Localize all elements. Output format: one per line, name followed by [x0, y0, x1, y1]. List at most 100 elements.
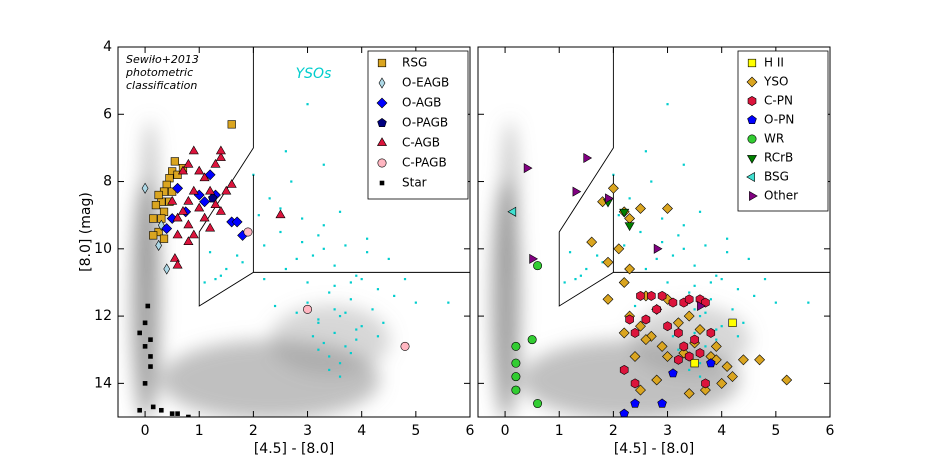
- point: [199, 212, 210, 222]
- point: [657, 398, 667, 408]
- yso-dot: [317, 234, 320, 237]
- point: [523, 163, 533, 174]
- point: [154, 190, 163, 200]
- point: [662, 203, 673, 214]
- point: [243, 227, 253, 237]
- yso-dot: [644, 150, 647, 153]
- point: [624, 263, 636, 275]
- point: [533, 261, 543, 271]
- point: [215, 152, 226, 161]
- yso-dot: [447, 301, 450, 304]
- point: [618, 277, 630, 288]
- point: [605, 193, 614, 204]
- legend-marker: [747, 134, 757, 144]
- yso-dot: [414, 301, 417, 304]
- yso-dot: [693, 308, 696, 311]
- legend-label: O-AGB: [402, 96, 441, 110]
- point: [161, 223, 173, 235]
- legend-label: O-EAGB: [402, 76, 449, 90]
- boundary-line: [558, 47, 830, 307]
- axes-frame: [477, 46, 831, 418]
- point: [672, 317, 684, 329]
- point: [149, 231, 158, 240]
- yso-dot: [349, 281, 352, 284]
- panel: [137, 47, 470, 417]
- yso-dot: [311, 335, 315, 338]
- yso-dot: [742, 321, 745, 324]
- yso-dot: [322, 247, 325, 250]
- point: [679, 341, 689, 352]
- yso-dot: [236, 254, 239, 257]
- point: [231, 216, 243, 228]
- point: [781, 374, 793, 386]
- yso-dot: [709, 281, 712, 284]
- point: [173, 170, 182, 179]
- point: [226, 179, 237, 188]
- x-tick-label: 6: [826, 423, 835, 439]
- x-tick-label: 1: [555, 423, 564, 439]
- point: [602, 293, 614, 305]
- x-tick-label: 4: [717, 423, 726, 439]
- yso-dot: [376, 335, 380, 338]
- point: [651, 374, 663, 386]
- yso-dot: [720, 277, 723, 281]
- yso-dot: [214, 277, 217, 281]
- region-label: YSOs: [296, 66, 332, 82]
- yso-dot: [736, 288, 740, 291]
- legend-marker: [377, 158, 387, 168]
- yso-dot: [655, 257, 658, 261]
- point: [533, 399, 543, 409]
- y-tick-label: 6: [103, 106, 112, 122]
- yso-dot: [661, 240, 664, 244]
- yso-dot: [225, 267, 228, 271]
- legend-marker: [376, 97, 388, 109]
- point: [188, 145, 199, 155]
- point: [188, 185, 199, 195]
- yso-dot: [623, 244, 626, 247]
- yso-dot: [666, 103, 669, 106]
- point: [275, 209, 286, 219]
- yso-dot: [279, 207, 282, 210]
- axes-frame: [117, 46, 471, 418]
- point: [303, 304, 313, 314]
- yso-dot: [366, 251, 369, 254]
- point: [150, 404, 156, 410]
- yso-dot: [371, 308, 374, 311]
- point: [652, 304, 662, 315]
- x-tick-label: 6: [466, 423, 475, 439]
- point: [690, 359, 699, 368]
- yso-dot: [284, 267, 287, 271]
- yso-dot: [279, 230, 282, 234]
- yso-dot: [333, 331, 336, 335]
- point: [683, 388, 695, 399]
- yso-dot: [715, 328, 718, 331]
- point: [710, 340, 722, 352]
- point: [695, 348, 705, 359]
- point: [400, 341, 410, 351]
- yso-dot: [671, 254, 675, 257]
- yso-dot: [376, 288, 380, 291]
- point: [511, 341, 521, 351]
- point: [684, 351, 694, 362]
- yso-dot: [726, 251, 729, 254]
- yso-dot: [736, 335, 740, 338]
- point: [169, 253, 180, 262]
- yso-dot: [344, 345, 347, 348]
- legend-label: H II: [764, 56, 784, 70]
- yso-dot: [322, 224, 325, 227]
- point: [657, 290, 667, 301]
- yso-dot: [393, 294, 396, 298]
- legend-label: RCrB: [764, 151, 793, 165]
- point: [163, 263, 171, 275]
- point: [141, 182, 149, 194]
- yso-dot: [322, 341, 325, 345]
- point: [210, 199, 221, 208]
- legend-label: Star: [402, 176, 427, 190]
- legend: RSG O-EAGB O-AGB O-PAGB C-AGB C-PAGB Star: [367, 50, 469, 200]
- yso-dot: [688, 291, 691, 294]
- yso-dot: [682, 247, 685, 250]
- legend-label: O-PAGB: [402, 116, 448, 130]
- point: [619, 364, 629, 375]
- yso-dot: [688, 368, 691, 372]
- yso-dot: [263, 244, 266, 247]
